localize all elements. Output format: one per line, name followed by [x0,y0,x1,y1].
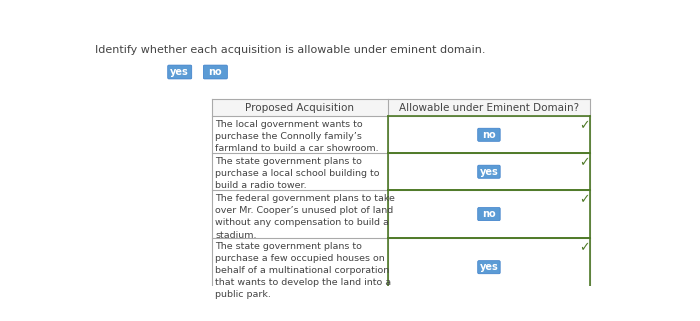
Text: The state government plans to
purchase a local school building to
build a radio : The state government plans to purchase a… [216,157,380,190]
Text: ✓: ✓ [579,193,589,206]
Text: yes: yes [480,167,498,177]
Text: The local government wants to
purchase the Connolly family’s
farmland to build a: The local government wants to purchase t… [216,120,379,153]
Text: Proposed Acquisition: Proposed Acquisition [246,103,354,113]
FancyBboxPatch shape [168,65,192,79]
Text: no: no [482,209,496,219]
Text: Identify whether each acquisition is allowable under eminent domain.: Identify whether each acquisition is all… [95,46,486,56]
Text: ✓: ✓ [579,156,589,169]
Text: Allowable under Eminent Domain?: Allowable under Eminent Domain? [399,103,579,113]
FancyBboxPatch shape [204,65,228,79]
FancyBboxPatch shape [477,208,500,221]
Text: The federal government plans to take
over Mr. Cooper’s unused plot of land
witho: The federal government plans to take ove… [216,194,396,239]
Text: The state government plans to
purchase a few occupied houses on
behalf of a mult: The state government plans to purchase a… [216,242,391,299]
FancyBboxPatch shape [477,165,500,178]
FancyBboxPatch shape [477,128,500,141]
FancyBboxPatch shape [477,261,500,274]
Text: no: no [209,67,222,77]
Text: yes: yes [480,262,498,272]
Text: no: no [482,130,496,140]
Text: yes: yes [170,67,189,77]
Bar [211,100,589,116]
Text: ✓: ✓ [579,119,589,132]
Text: ✓: ✓ [579,241,589,254]
